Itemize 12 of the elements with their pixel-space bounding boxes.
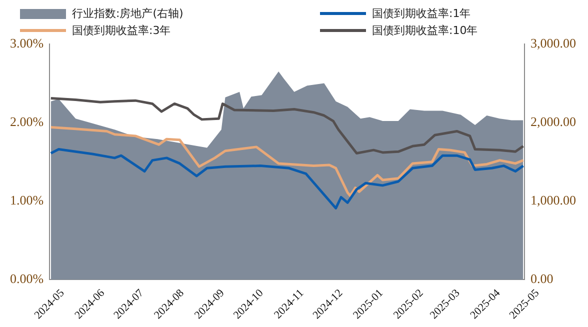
legend-label: 国债到期收益率:10年 [372,23,478,38]
y-tick-label: 0.00% [10,271,44,286]
y-tick-label: 2.00% [10,114,44,129]
y-tick-label: 3.00% [10,35,44,50]
legend-label: 国债到期收益率:3年 [72,23,171,38]
y2-tick-label: 0.00 [530,271,554,286]
y-tick-label: 1.00% [10,192,44,208]
legend-label: 国债到期收益率:1年 [372,6,471,21]
y2-tick-label: 1,000.00 [530,192,576,208]
y2-tick-label: 2,000.00 [530,114,576,129]
y2-tick-label: 3,000.00 [530,35,576,50]
legend-label: 行业指数:房地产(右轴) [72,6,184,21]
